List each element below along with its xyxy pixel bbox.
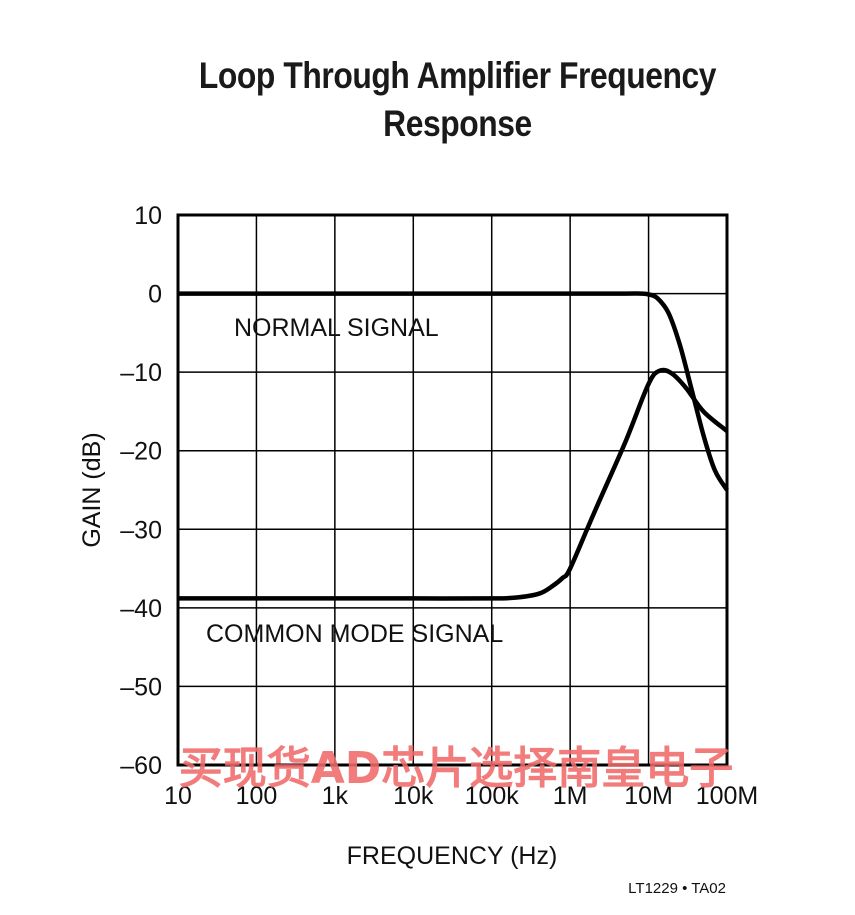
x-tick-label: 10M <box>624 782 673 810</box>
y-tick-label: 0 <box>148 281 162 309</box>
plot-frame <box>176 213 729 767</box>
figure-credit: LT1229 • TA02 <box>628 880 726 897</box>
series-lines <box>177 291 729 601</box>
common-mode-signal-line <box>178 367 729 601</box>
x-tick-label: 100 <box>236 782 278 810</box>
chart-title-line-1: Loop Through Amplifier Frequency <box>198 55 717 96</box>
y-tick-label: –60 <box>120 752 162 780</box>
x-tick-label: 100k <box>465 782 520 810</box>
common-mode-signal-annotation: COMMON MODE SIGNAL <box>206 620 503 648</box>
chart-title: Loop Through Amplifier Frequency Respons… <box>0 52 855 148</box>
y-axis-label: GAIN (dB) <box>78 432 106 547</box>
watermark: 买现货AD芯片选择南皇电子 <box>179 743 734 794</box>
x-tick-label: 1M <box>553 782 588 810</box>
y-tick-label: –40 <box>120 595 162 623</box>
y-tick-label: –20 <box>120 438 162 466</box>
chart-title-line-2: Response <box>383 103 532 144</box>
x-tick-label: 1k <box>322 782 349 810</box>
grid <box>177 214 728 766</box>
y-tick-label: 10 <box>134 202 162 230</box>
x-axis-label: FREQUENCY (Hz) <box>347 842 558 870</box>
normal-signal-annotation: NORMAL SIGNAL <box>234 314 439 342</box>
normal-signal-line <box>177 291 729 492</box>
y-tick-labels: 10 0 –10 –20 –30 –40 –50 –60 <box>120 202 162 780</box>
y-tick-label: –50 <box>120 673 162 701</box>
y-tick-label: –30 <box>120 516 162 544</box>
x-tick-label: 100M <box>696 782 759 810</box>
y-tick-label: –10 <box>120 359 162 387</box>
x-tick-label: 10 <box>164 782 192 810</box>
x-tick-label: 10k <box>393 782 434 810</box>
x-tick-labels: 10 100 1k 10k 100k 1M 10M 100M <box>164 782 758 810</box>
